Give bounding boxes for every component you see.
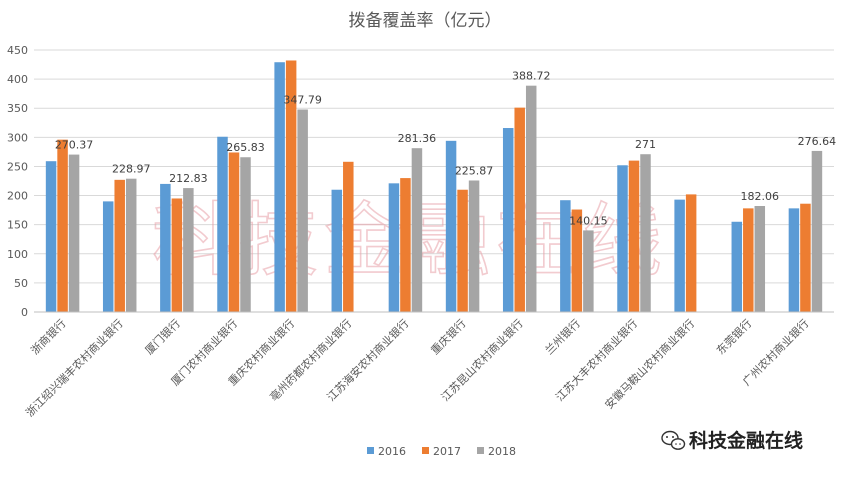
y-axis-tick-labels: 0 50 100 150 200 250 300 350 400 450 — [7, 44, 28, 319]
x-tick-label: 重庆银行 — [428, 316, 469, 357]
data-label: 270.37 — [55, 139, 94, 152]
y-tick-label: 250 — [7, 160, 28, 173]
x-tick-label: 浙商银行 — [28, 316, 69, 357]
x-tick-label: 浙江绍兴瑞丰农村商业银行 — [23, 316, 126, 419]
bar-2016 — [102, 201, 114, 312]
y-tick-label: 50 — [14, 277, 28, 290]
bar-2018 — [68, 154, 80, 312]
bar-2017 — [800, 203, 811, 312]
bar-2016 — [274, 62, 285, 313]
legend-swatch-2016 — [367, 447, 374, 454]
bar-2017 — [514, 107, 525, 312]
legend-label: 2016 — [378, 445, 406, 458]
y-tick-label: 400 — [7, 73, 28, 86]
legend-label: 2018 — [488, 445, 516, 458]
bar-2017 — [285, 60, 297, 313]
bar-2017 — [114, 179, 125, 312]
bar-2018 — [183, 188, 194, 312]
bar-2016 — [674, 199, 685, 312]
data-label: 281.36 — [398, 132, 437, 145]
bar-2016 — [445, 140, 457, 312]
y-tick-label: 450 — [7, 44, 28, 57]
x-tick-label: 东莞银行 — [713, 316, 754, 357]
bar-2016 — [502, 128, 514, 312]
brand-text: 科技金融在线 — [689, 429, 803, 452]
data-labels: 270.37 228.97 212.83 265.83 347.79 281.36 225.… — [55, 70, 836, 228]
bar-2017 — [171, 198, 183, 312]
bar-2016 — [160, 183, 171, 312]
bar-2017 — [743, 208, 754, 312]
bar-2018 — [640, 154, 651, 312]
bar-2016 — [788, 208, 800, 312]
bar-2018 — [411, 148, 423, 312]
y-tick-label: 150 — [7, 219, 28, 232]
y-tick-label: 300 — [7, 131, 28, 144]
bar-2016 — [560, 200, 571, 312]
data-label: 182.06 — [741, 190, 780, 203]
bar-2018 — [240, 157, 251, 312]
data-label: 212.83 — [169, 172, 208, 185]
y-tick-label: 0 — [21, 306, 28, 319]
x-tick-label: 兰州银行 — [542, 316, 583, 357]
bar-2018 — [525, 85, 537, 313]
data-label: 276.64 — [798, 135, 837, 148]
bar-2018 — [754, 206, 766, 312]
data-label: 140.15 — [569, 214, 608, 227]
data-label: 271 — [635, 138, 656, 151]
data-label: 388.72 — [512, 70, 551, 83]
data-label: 225.87 — [455, 164, 494, 177]
bar-2017 — [343, 161, 354, 312]
bar-2016 — [388, 183, 400, 312]
chart-title: 拨备覆盖率（亿元） — [349, 11, 502, 31]
bar-2016 — [45, 161, 57, 312]
bar-2017 — [685, 194, 697, 312]
bar-2017 — [57, 139, 68, 312]
bar-2017 — [457, 189, 468, 312]
bar-2016 — [617, 165, 628, 312]
bar-2017 — [228, 152, 240, 312]
legend-swatch-2017 — [422, 447, 429, 454]
bar-2016 — [217, 136, 228, 312]
legend-label: 2017 — [433, 445, 461, 458]
bar-2018 — [297, 109, 308, 312]
bar-2017 — [571, 209, 583, 312]
wechat-icon — [661, 430, 686, 450]
bar-2016 — [731, 221, 743, 312]
legend: 2016 2017 2018 — [367, 445, 516, 458]
bar-2016 — [331, 189, 343, 312]
y-tick-label: 200 — [7, 190, 28, 203]
bar-2018 — [811, 150, 823, 312]
x-tick-label: 厦门银行 — [142, 316, 183, 357]
bar-2017 — [628, 160, 640, 312]
bar-2017 — [400, 178, 411, 312]
data-label: 228.97 — [112, 163, 151, 176]
y-tick-label: 350 — [7, 102, 28, 115]
bar-2018 — [468, 180, 480, 312]
data-label: 347.79 — [283, 94, 322, 107]
y-tick-label: 100 — [7, 248, 28, 261]
data-label: 265.83 — [226, 141, 265, 154]
bar-2018 — [125, 178, 137, 312]
brand-mark: 科技金融在线 — [661, 429, 803, 452]
bar-2018 — [583, 230, 594, 312]
bars — [45, 60, 823, 313]
legend-swatch-2018 — [477, 447, 484, 454]
